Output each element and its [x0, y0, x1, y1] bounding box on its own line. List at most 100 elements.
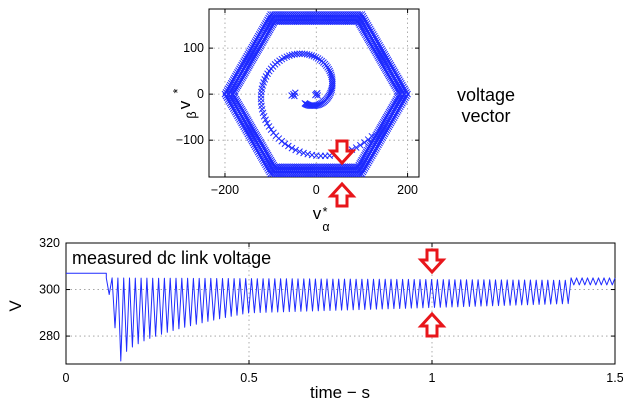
spiral-point — [300, 149, 307, 157]
hexagon-point — [359, 12, 367, 20]
arrow-up-icon — [327, 181, 357, 208]
arrow-up-icon — [417, 311, 447, 338]
top-x-label-superscript: * — [323, 205, 328, 219]
hexagon-point — [265, 14, 272, 22]
hexagon-point — [245, 49, 253, 56]
bottom-y-tick-label: 320 — [39, 236, 60, 250]
spiral-point — [281, 140, 289, 148]
spiral-point — [292, 146, 300, 154]
cluster-point — [291, 92, 298, 100]
bottom-x-tick-label: 0 — [63, 371, 70, 385]
top-x-tick-label: 0 — [313, 183, 320, 197]
hexagon-point — [378, 136, 386, 143]
bottom-grid — [66, 243, 615, 364]
top-y-label-symbol: v — [175, 100, 194, 109]
spiral-point — [360, 139, 368, 146]
top-x-label-symbol: v — [313, 204, 322, 223]
hexagon-point — [243, 52, 251, 60]
hexagon-point — [385, 123, 393, 131]
hexagon-point — [263, 18, 270, 26]
spiral-point — [312, 53, 320, 61]
spiral-point — [327, 71, 335, 79]
spiral-point — [278, 137, 286, 145]
bottom-plot-frame — [65, 242, 616, 365]
top-y-label-superscript: * — [171, 88, 185, 93]
hexagon-point — [380, 132, 388, 140]
hexagon-point — [382, 128, 390, 136]
bottom-y-label: V — [6, 300, 25, 312]
hexagon-point — [361, 165, 369, 172]
top-x-label-subscript: α — [322, 220, 329, 234]
hexagon-point — [362, 163, 370, 170]
hexagon-point — [363, 161, 371, 169]
hexagon-point — [364, 159, 372, 167]
top-y-axis-label: v * β — [171, 88, 199, 118]
hexagon-point — [248, 43, 256, 51]
spiral-point — [263, 119, 271, 127]
dc-link-voltage-line — [66, 272, 616, 362]
bottom-x-tick-label: 1 — [429, 371, 436, 385]
arrow-down-icon — [327, 139, 357, 166]
hexagon-point — [360, 166, 368, 174]
spiral-point — [301, 50, 308, 58]
spiral-point — [311, 102, 319, 110]
spiral-point — [262, 116, 269, 124]
hexagon-point — [264, 16, 271, 24]
top-ticks: −200 0 200 −100 0 100 — [176, 9, 419, 197]
spiral-point — [260, 112, 268, 120]
spiral-point — [328, 73, 336, 81]
spiral-point — [298, 50, 306, 58]
top-y-tick-label: 0 — [197, 87, 204, 101]
dc-link-title: measured dc link voltage — [72, 248, 271, 268]
hexagon-point — [358, 170, 366, 178]
top-y-label-subscript: β — [185, 111, 199, 118]
spiral-point — [312, 102, 320, 109]
spiral-point — [368, 132, 376, 140]
hexagon-point — [377, 137, 384, 145]
hexagon-point — [261, 21, 268, 29]
voltage-vector-annotation-line1: voltage — [457, 85, 515, 105]
dc-link-voltage-series — [66, 272, 616, 362]
voltage-vector-annotation-line2: vector — [461, 106, 510, 126]
arrow-down-icon — [417, 248, 447, 275]
hexagon-point — [383, 127, 391, 134]
bottom-x-tick-label: 1.5 — [606, 371, 623, 385]
spiral-point — [328, 75, 336, 83]
top-y-tick-label: −100 — [176, 133, 204, 147]
hexagon-point — [381, 130, 389, 138]
spiral-point — [326, 67, 334, 75]
spiral-point — [296, 148, 303, 155]
cluster-point — [312, 91, 319, 99]
spiral-point — [356, 141, 364, 149]
top-x-tick-label: −200 — [211, 183, 239, 197]
spiral-point — [327, 69, 334, 77]
bottom-arrows — [417, 248, 447, 338]
bottom-x-tick-label: 0.5 — [240, 371, 257, 385]
bottom-ticks: 0 0.5 1 1.5 280 300 320 — [39, 236, 623, 385]
voltage-vector-chart: −200 0 200 −100 0 100 v * β v * α voltage vec… — [171, 8, 515, 234]
hexagon-point — [240, 58, 248, 65]
spiral-point — [304, 150, 312, 158]
top-x-axis-label: v * α — [313, 204, 330, 234]
top-x-tick-label: 200 — [397, 183, 418, 197]
hexagon-point — [267, 11, 274, 18]
top-plot-frame — [208, 8, 420, 178]
hexagon-point — [241, 56, 249, 64]
spiral-point — [267, 126, 275, 134]
hexagon-point — [379, 134, 387, 141]
hexagon-point — [395, 92, 402, 100]
spiral-point — [291, 51, 298, 58]
hexagon-point — [266, 12, 273, 20]
spiral-point — [288, 144, 296, 152]
spiral-point — [310, 52, 318, 60]
spiral-point — [265, 123, 273, 130]
cluster-point — [288, 92, 295, 99]
hexagon-point — [262, 20, 269, 27]
bottom-y-tick-label: 280 — [39, 329, 60, 343]
hexagon-point — [384, 125, 392, 132]
bottom-x-label: time − s — [310, 383, 370, 402]
hexagon-point — [242, 54, 250, 62]
dc-link-voltage-chart: 0 0.5 1 1.5 280 300 320 measured dc link volta… — [6, 236, 623, 402]
spiral-point — [293, 50, 301, 58]
